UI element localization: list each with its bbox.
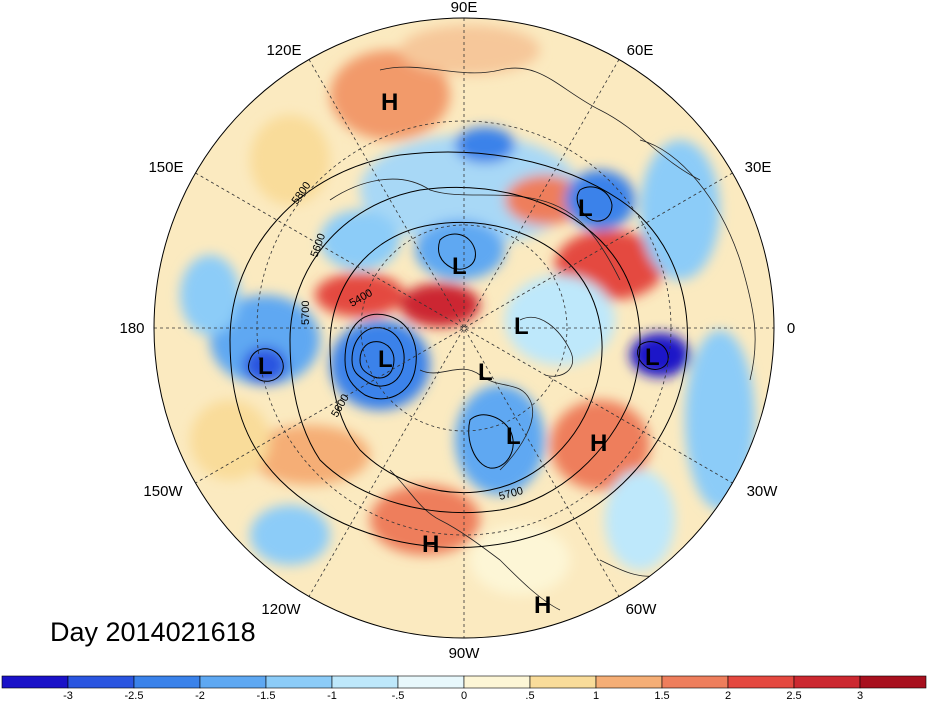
lon-label-150e: 150E <box>148 159 183 176</box>
lon-label-0: 0 <box>787 320 795 337</box>
colorbar-swatch <box>529 675 597 689</box>
longitude-labels: 90E 60E 30E 0 30W 60W 90W 120W 150W 180 … <box>119 0 795 662</box>
date-title: Day 2014021618 <box>50 617 256 647</box>
colorbar-tick-label: -2 <box>195 690 205 702</box>
lon-label-90w: 90W <box>449 645 481 662</box>
pressure-centers: H L L L L L L L L H H H <box>258 89 660 619</box>
colorbar-swatch <box>331 675 399 689</box>
low-center: L <box>378 346 393 373</box>
low-center: L <box>645 344 660 371</box>
colorbar-tick-label: 1 <box>593 690 599 702</box>
colorbar-swatch <box>727 675 795 689</box>
colorbar-swatch <box>199 675 267 689</box>
low-center: L <box>452 253 467 280</box>
graticule <box>154 18 774 638</box>
colorbar-swatch <box>595 675 663 689</box>
colorbar-tick-label: -2.5 <box>125 690 144 702</box>
colorbar-swatch <box>859 675 927 689</box>
low-center: L <box>578 195 593 222</box>
lon-label-30w: 30W <box>747 483 779 500</box>
colorbar-tick-label: 2 <box>725 690 731 702</box>
contour-label: 5700 <box>300 301 312 325</box>
high-center: H <box>422 531 439 558</box>
low-center: L <box>506 423 521 450</box>
height-contours <box>229 151 688 548</box>
colorbar-tick-label: 3 <box>857 690 863 702</box>
colorbar-tick-label: 1.5 <box>654 690 669 702</box>
colorbar-tick-label: -1 <box>327 690 337 702</box>
colorbar-tick-label: -.5 <box>392 690 405 702</box>
lon-label-180: 180 <box>119 320 144 337</box>
lon-label-120e: 120E <box>266 42 301 59</box>
high-center: H <box>534 592 551 619</box>
colorbar-swatch <box>661 675 729 689</box>
colorbar-tick-label: -3 <box>63 690 73 702</box>
high-center: H <box>381 89 398 116</box>
lon-label-120w: 120W <box>261 601 301 618</box>
high-center: H <box>590 430 607 457</box>
lon-label-30e: 30E <box>745 159 772 176</box>
colorbar-swatch <box>793 675 861 689</box>
colorbar-swatch <box>1 675 69 689</box>
lon-label-150w: 150W <box>143 483 183 500</box>
colorbar-tick-label: .5 <box>525 690 534 702</box>
colorbar-swatch <box>265 675 333 689</box>
colorbar: -3 -2.5 -2 -1.5 -1 -.5 0 .5 1 1.5 2 2.5 3 <box>1 675 927 702</box>
map-boundary <box>153 17 775 639</box>
colorbar-swatch <box>67 675 135 689</box>
anomaly-field <box>154 18 774 638</box>
lon-label-90e: 90E <box>451 0 478 16</box>
colorbar-tick-label: 2.5 <box>786 690 801 702</box>
low-center: L <box>258 353 273 380</box>
colorbar-tick-label: -1.5 <box>257 690 276 702</box>
lon-label-60e: 60E <box>627 42 654 59</box>
colorbar-swatch <box>397 675 465 689</box>
colorbar-tick-label: 0 <box>461 690 467 702</box>
colorbar-swatch <box>133 675 201 689</box>
coastlines <box>329 66 756 611</box>
low-center: L <box>514 313 529 340</box>
lon-label-60w: 60W <box>626 601 658 618</box>
colorbar-swatch <box>463 675 531 689</box>
low-center: L <box>478 359 493 386</box>
